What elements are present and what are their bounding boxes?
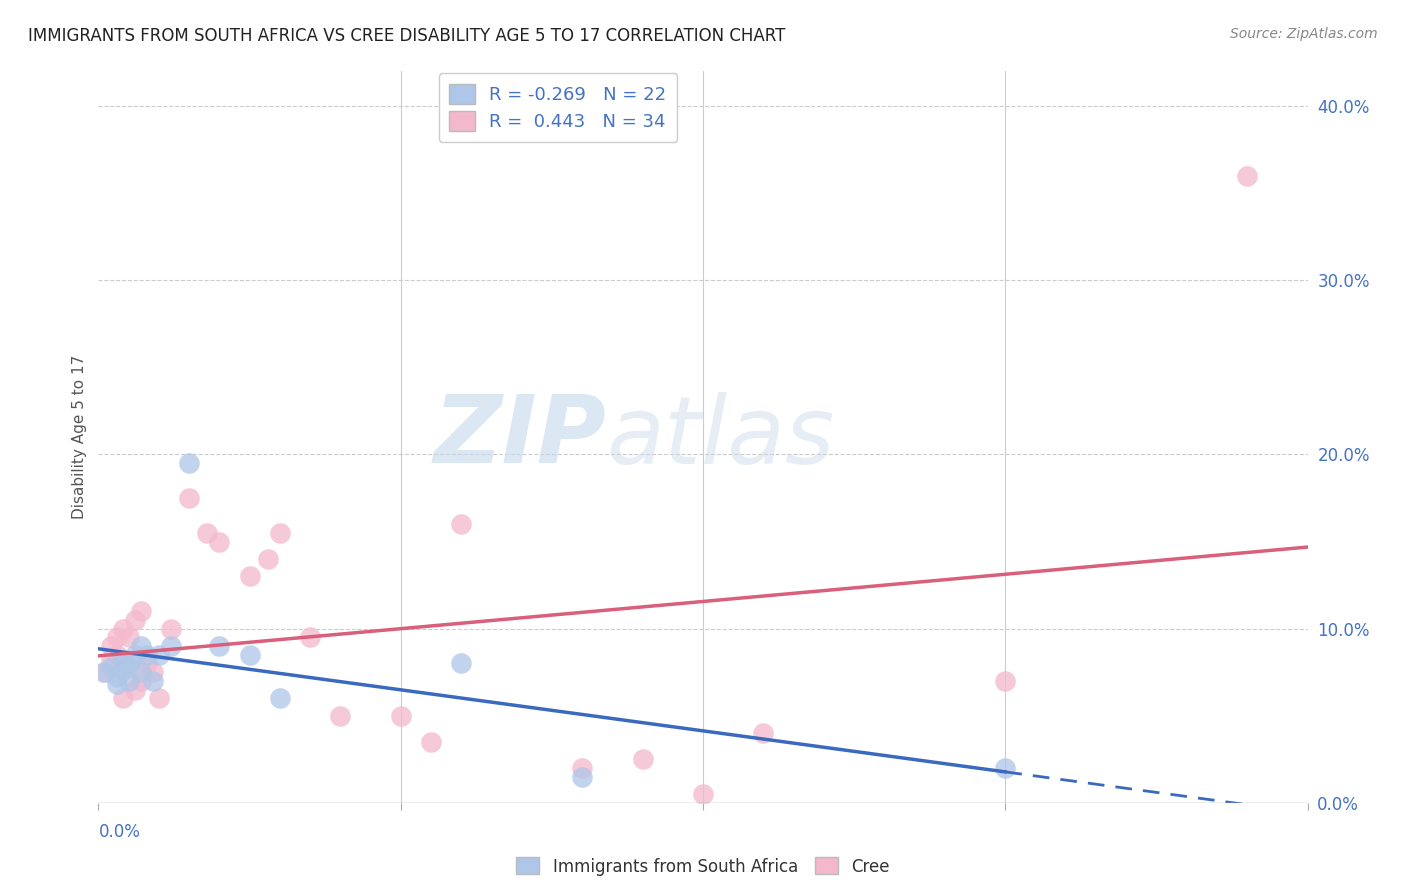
Point — [571, 770, 593, 784]
Point — [100, 653, 122, 667]
Point — [93, 665, 115, 680]
Point — [239, 569, 262, 583]
Point — [994, 761, 1017, 775]
Point — [160, 622, 183, 636]
Point — [129, 673, 152, 688]
Text: ZIP: ZIP — [433, 391, 606, 483]
Point — [118, 673, 141, 688]
Point — [299, 631, 322, 645]
Point — [100, 639, 122, 653]
Point — [239, 648, 262, 662]
Point — [105, 631, 128, 645]
Point — [389, 708, 412, 723]
Point — [111, 664, 134, 678]
Point — [179, 456, 201, 470]
Text: atlas: atlas — [606, 392, 835, 483]
Point — [100, 660, 122, 674]
Point — [129, 639, 152, 653]
Point — [124, 648, 146, 662]
Point — [129, 604, 152, 618]
Point — [93, 665, 115, 680]
Point — [450, 517, 472, 532]
Point — [142, 665, 165, 680]
Point — [420, 735, 443, 749]
Point — [208, 639, 231, 653]
Point — [148, 691, 170, 706]
Point — [179, 491, 201, 505]
Text: Source: ZipAtlas.com: Source: ZipAtlas.com — [1230, 27, 1378, 41]
Point — [148, 648, 170, 662]
Point — [142, 673, 165, 688]
Legend: Immigrants from South Africa, Cree: Immigrants from South Africa, Cree — [509, 851, 897, 882]
Point — [111, 622, 134, 636]
Point — [111, 691, 134, 706]
Point — [994, 673, 1017, 688]
Point — [135, 648, 157, 662]
Text: 0.0%: 0.0% — [98, 823, 141, 841]
Point — [752, 726, 775, 740]
Point — [631, 752, 654, 766]
Point — [329, 708, 352, 723]
Point — [195, 525, 218, 540]
Point — [105, 648, 128, 662]
Point — [111, 653, 134, 667]
Point — [692, 787, 714, 801]
Point — [124, 613, 146, 627]
Y-axis label: Disability Age 5 to 17: Disability Age 5 to 17 — [72, 355, 87, 519]
Point — [269, 691, 291, 706]
Point — [1236, 169, 1258, 183]
Point — [118, 631, 141, 645]
Text: IMMIGRANTS FROM SOUTH AFRICA VS CREE DISABILITY AGE 5 TO 17 CORRELATION CHART: IMMIGRANTS FROM SOUTH AFRICA VS CREE DIS… — [28, 27, 786, 45]
Point — [118, 660, 141, 674]
Point — [105, 670, 128, 684]
Point — [208, 534, 231, 549]
Point — [450, 657, 472, 671]
Point — [135, 657, 157, 671]
Point — [105, 677, 128, 691]
Point — [160, 639, 183, 653]
Point — [129, 665, 152, 680]
Point — [124, 682, 146, 697]
Point — [269, 525, 291, 540]
Point — [571, 761, 593, 775]
Point — [118, 657, 141, 671]
Point — [256, 552, 278, 566]
